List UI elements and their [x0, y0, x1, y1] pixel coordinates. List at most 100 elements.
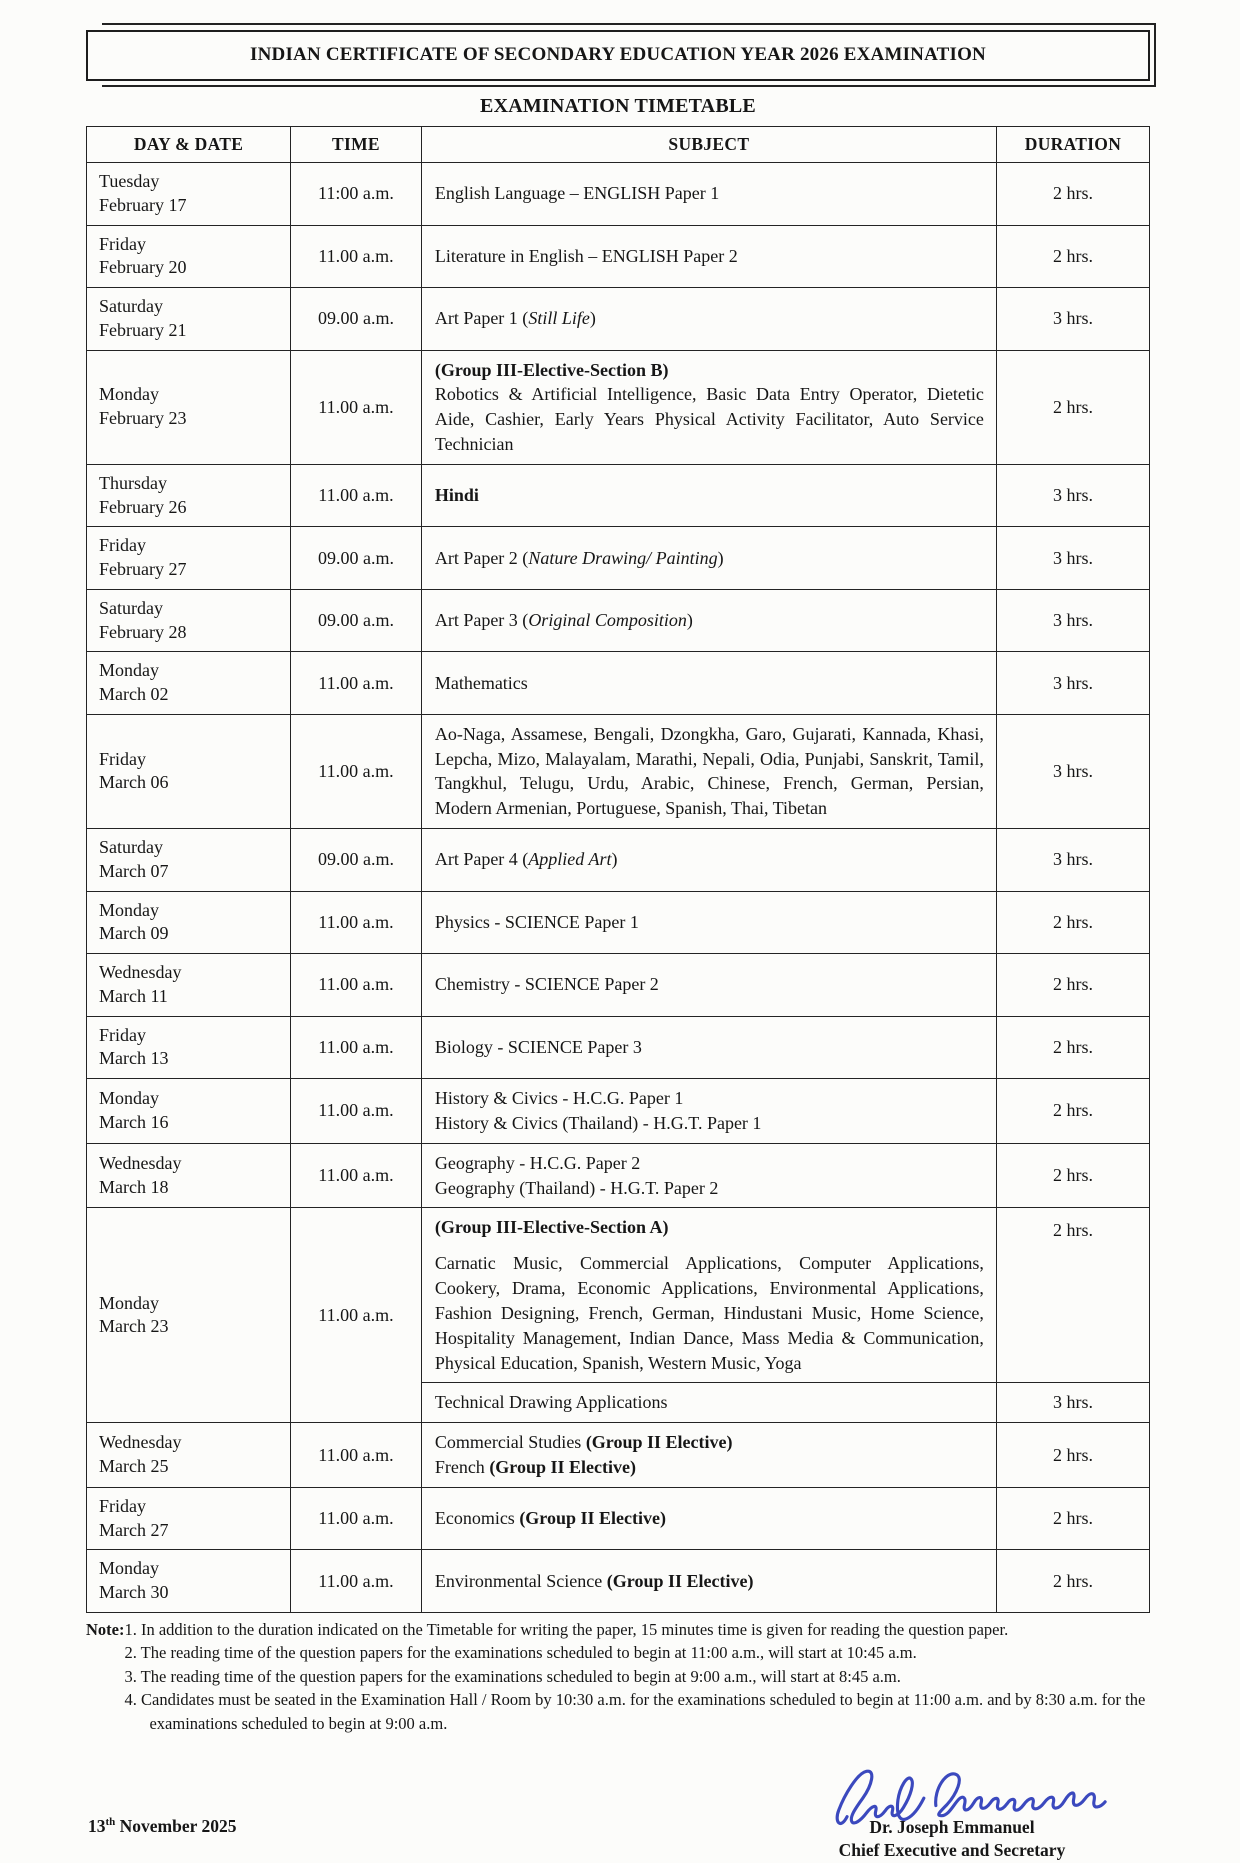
subject-text: Commercial Studies (Group II Elective) — [434, 1432, 733, 1453]
timetable: DAY & DATE TIME SUBJECT DURATION Tuesday… — [85, 126, 1151, 1613]
subject-cell: Art Paper 2 (Nature Drawing/ Painting) — [420, 526, 997, 590]
day-cell: Monday March 30 — [85, 1549, 292, 1613]
subject-cell: (Group III-Elective-Section B) Robotics &… — [420, 349, 997, 465]
date-number: 13 — [88, 1815, 106, 1836]
subject-cell: Mathematics — [420, 651, 997, 715]
duration-cell: 3 hrs. — [995, 713, 1151, 830]
time-cell: 11.00 a.m. — [290, 1078, 422, 1144]
subject-text: Technical Drawing Applications — [434, 1392, 668, 1413]
signature-block: Dr. Joseph Emmanuel Chief Executive and … — [788, 1763, 1116, 1863]
subject-cell: History & Civics - H.C.G. Paper 1 History… — [420, 1078, 997, 1144]
subject-text: Art Paper 4 (Applied Art) — [434, 849, 618, 870]
subject-cell: Art Paper 3 (Original Composition) — [420, 588, 997, 653]
day-cell: Wednesday March 11 — [85, 953, 292, 1017]
time-cell: 11.00 a.m. — [290, 1207, 422, 1424]
footer: 13th November 2025 Dr. Joseph Emmanuel C… — [86, 1763, 1150, 1863]
day-cell: Wednesday March 25 — [85, 1422, 292, 1488]
subject-cell: Economics (Group II Elective) — [420, 1486, 997, 1551]
subject-text: Art Paper 2 (Nature Drawing/ Painting) — [434, 547, 724, 568]
subject-cell: Literature in English – ENGLISH Paper 2 — [420, 224, 997, 288]
table-row: Saturday February 21 09.00 a.m. Art Paper 1… — [85, 287, 1151, 351]
table-row: Friday March 13 11.00 a.m. Biology - SCIENC… — [85, 1015, 1151, 1080]
day-cell: Monday March 09 — [85, 890, 292, 955]
duration-cell: 2 hrs. — [995, 224, 1151, 288]
subject-text: Literature in English – ENGLISH Paper 2 — [434, 245, 738, 266]
table-subrow: Technical Drawing Applications 3 hrs. — [87, 1382, 1151, 1424]
duration-cell: 3 hrs. — [995, 828, 1151, 892]
notes-label: Note: — [86, 1619, 125, 1639]
duration-cell: 2 hrs. — [995, 1549, 1151, 1613]
day-cell: Tuesday February 17 — [85, 162, 292, 226]
table-row: Friday February 27 09.00 a.m. Art Paper 2 (… — [85, 526, 1151, 590]
subject-text: Economics (Group II Elective) — [434, 1508, 666, 1529]
day-cell: Thursday February 26 — [85, 463, 292, 528]
col-header-subject: SUBJECT — [420, 126, 997, 163]
subject-text: (Group III-Elective-Section A) — [434, 1217, 669, 1238]
subject-cell: Art Paper 1 (Still Life) — [420, 287, 997, 351]
signature-image — [835, 1769, 1107, 1826]
subject-cell: Physics - SCIENCE Paper 1 — [420, 890, 997, 955]
title-box: INDIAN CERTIFICATE OF SECONDARY EDUCATIO… — [86, 23, 1156, 87]
time-cell: 11.00 a.m. — [290, 1015, 422, 1080]
table-row: Friday March 06 11.00 a.m. Ao-Naga, Assames… — [85, 713, 1151, 830]
time-cell: 09.00 a.m. — [290, 287, 422, 351]
subject-text: Chemistry - SCIENCE Paper 2 — [434, 974, 659, 995]
subject-cell: Art Paper 4 (Applied Art) — [420, 828, 997, 892]
time-cell: 11.00 a.m. — [290, 1142, 422, 1209]
col-header-duration: DURATION — [995, 126, 1151, 163]
time-cell: 09.00 a.m. — [290, 526, 422, 590]
duration-cell: 2 hrs. — [995, 349, 1151, 465]
table-row: Saturday March 07 09.00 a.m. Art Paper 4 (A… — [85, 828, 1151, 892]
day-cell: Monday February 23 — [85, 349, 292, 465]
day-cell: Friday February 27 — [85, 526, 292, 590]
footer-date: 13th November 2025 — [88, 1816, 236, 1863]
time-cell: 11:00 a.m. — [290, 162, 422, 226]
subject-cell: Ao-Naga, Assamese, Bengali, Dzongkha, Ga… — [420, 713, 997, 830]
time-cell: 11.00 a.m. — [290, 713, 422, 830]
subject-text: Robotics & Artificial Intelligence, Basi… — [434, 384, 984, 454]
subject-text: Art Paper 1 (Still Life) — [434, 308, 596, 329]
date-rest: November 2025 — [115, 1815, 237, 1836]
duration-cell: 3 hrs. — [995, 287, 1151, 351]
notes-section: Note: 1. In addition to the duration ind… — [86, 1618, 1150, 1735]
duration-cell: 2 hrs. — [995, 1078, 1151, 1144]
notes-list: 1. In addition to the duration indicated… — [124, 1618, 1150, 1735]
subject-text: Geography - H.C.G. Paper 2 — [434, 1152, 641, 1173]
subject-cell: Chemistry - SCIENCE Paper 2 — [420, 953, 997, 1017]
day-cell: Saturday March 07 — [85, 828, 292, 892]
time-cell: 11.00 a.m. — [290, 349, 422, 465]
day-cell: Saturday February 28 — [85, 588, 292, 653]
day-cell: Wednesday March 18 — [85, 1142, 292, 1209]
subject-cell: Geography - H.C.G. Paper 2 Geography (Tha… — [420, 1142, 997, 1209]
table-row: Tuesday February 17 11:00 a.m. English Lang… — [85, 162, 1151, 226]
table-row: Monday March 09 11.00 a.m. Physics - SCIENC… — [85, 890, 1151, 955]
time-cell: 09.00 a.m. — [290, 588, 422, 653]
note-item: 1. In addition to the duration indicated… — [124, 1619, 1009, 1639]
table-row: Friday February 20 11.00 a.m. Literature in… — [85, 224, 1151, 288]
subject-text: Ao-Naga, Assamese, Bengali, Dzongkha, Ga… — [434, 723, 984, 819]
note-item: 4. Candidates must be seated in the Exam… — [124, 1690, 1146, 1733]
day-cell: Friday March 13 — [85, 1015, 292, 1080]
duration-cell: 2 hrs. — [995, 1422, 1151, 1488]
timetable-body: Tuesday February 17 11:00 a.m. English Lang… — [85, 162, 1151, 1613]
duration-cell: 3 hrs. — [995, 526, 1151, 590]
table-row: Thursday February 26 11.00 a.m. Hindi 3 hrs. — [85, 463, 1151, 528]
duration-cell: 3 hrs. — [995, 651, 1151, 715]
table-row: Monday March 16 11.00 a.m. History & Civics… — [85, 1078, 1151, 1144]
time-cell: 11.00 a.m. — [290, 463, 422, 528]
table-row: Friday March 27 11.00 a.m. Economics (Group… — [85, 1486, 1151, 1551]
subject-text: Physics - SCIENCE Paper 1 — [434, 911, 639, 932]
table-row: Wednesday March 25 11.00 a.m. Commercial St… — [85, 1422, 1151, 1488]
day-cell: Friday March 27 — [85, 1486, 292, 1551]
day-cell: Saturday February 21 — [85, 287, 292, 351]
duration-cell: 3 hrs. — [995, 463, 1151, 528]
duration-cell: 2 hrs. — [995, 1142, 1151, 1209]
subject-text: Geography (Thailand) - H.G.T. Paper 2 — [434, 1177, 719, 1198]
subject-cell: English Language – ENGLISH Paper 1 — [420, 162, 997, 226]
subject-text: Carnatic Music, Commercial Applications,… — [434, 1253, 984, 1373]
subject-text: French (Group II Elective) — [434, 1457, 636, 1478]
subject-text: Environmental Science (Group II Elective… — [434, 1570, 754, 1591]
duration-cell: 2 hrs. — [995, 1486, 1151, 1551]
time-cell: 11.00 a.m. — [290, 651, 422, 715]
